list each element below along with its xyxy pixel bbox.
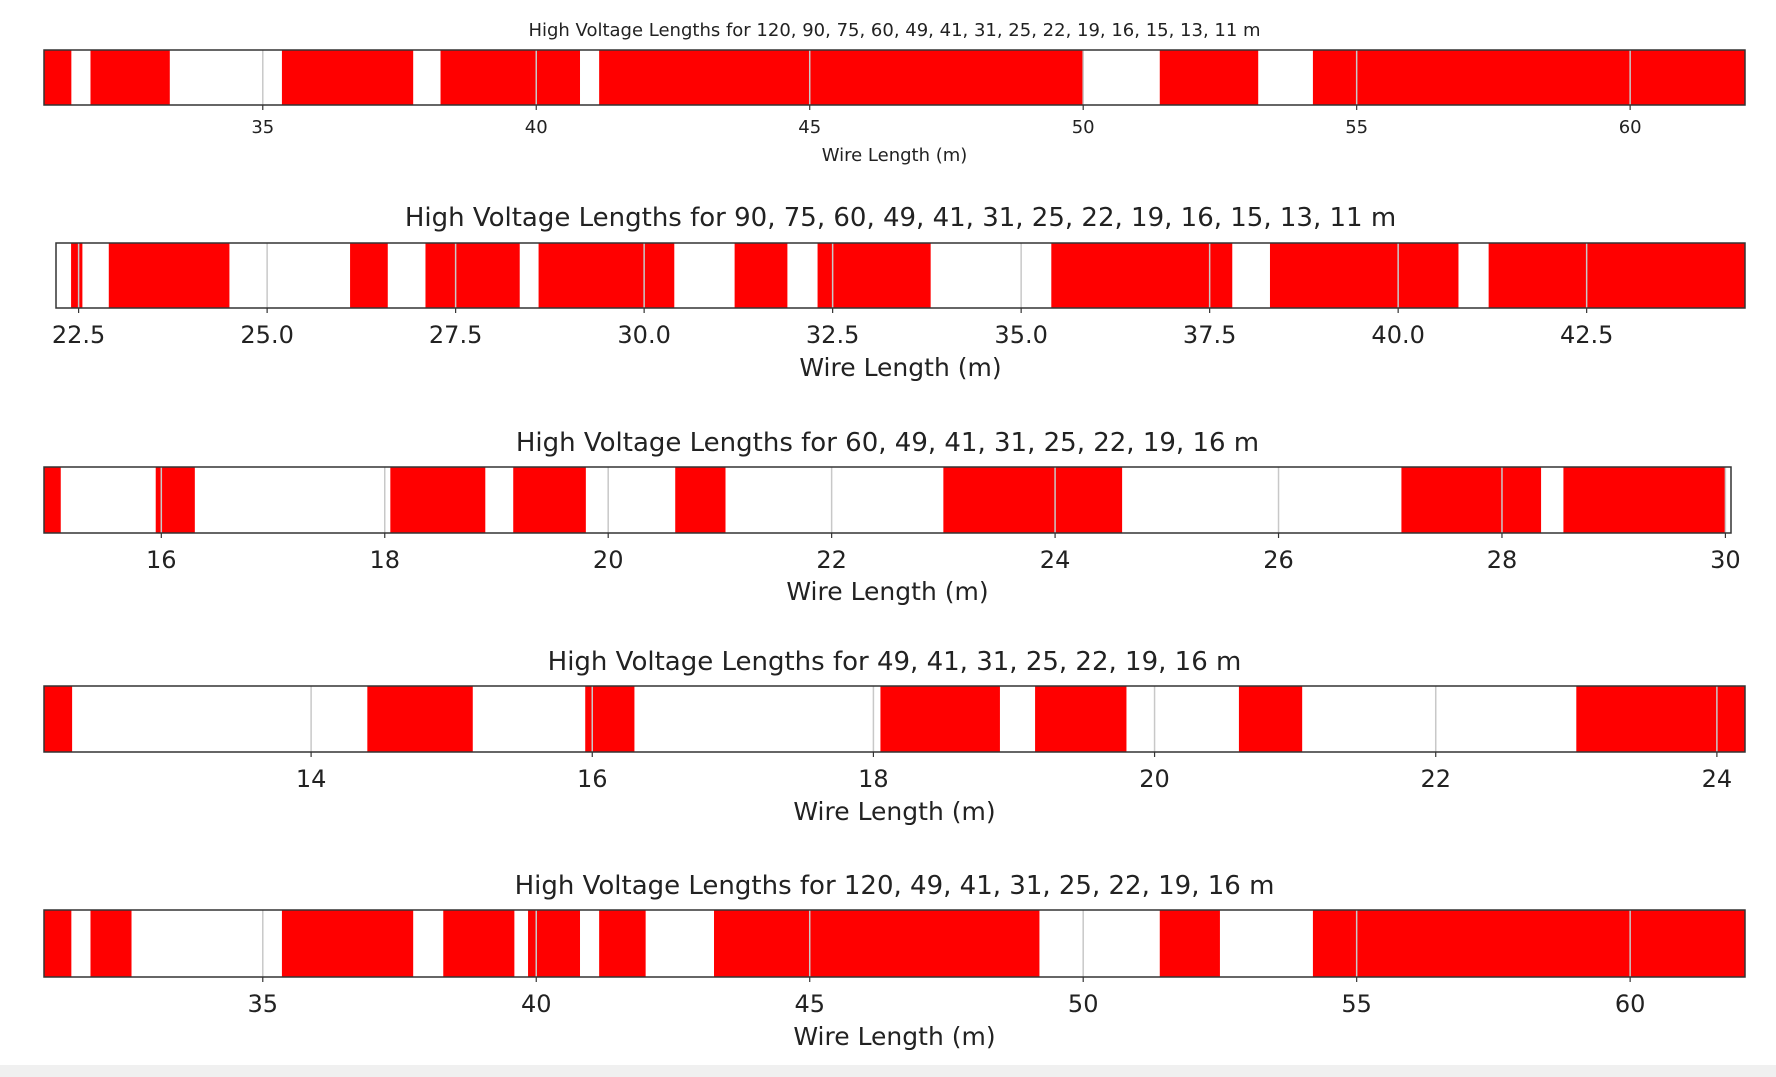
tick-label: 30.0 (617, 321, 670, 349)
tick-label: 28 (1487, 546, 1518, 574)
panel-title: High Voltage Lengths for 90, 75, 60, 49,… (405, 203, 1396, 233)
tick-label: 24 (1040, 546, 1071, 574)
tick-label: 55 (1345, 117, 1368, 138)
tick-label: 40 (521, 990, 552, 1018)
tick-label: 40 (525, 117, 548, 138)
high-voltage-band (44, 686, 73, 752)
high-voltage-band (108, 243, 230, 308)
high-voltage-band (675, 467, 726, 533)
high-voltage-band (817, 243, 931, 308)
high-voltage-band (1159, 50, 1259, 105)
high-voltage-band (538, 243, 675, 308)
tick-label: 50 (1068, 990, 1099, 1018)
tick-label: 32.5 (806, 321, 859, 349)
tick-label: 37.5 (1183, 321, 1236, 349)
high-voltage-band (1159, 910, 1220, 977)
high-voltage-band (599, 50, 1084, 105)
high-voltage-band (425, 243, 520, 308)
high-voltage-band (1576, 686, 1745, 752)
high-voltage-band (443, 910, 515, 977)
high-voltage-band (90, 910, 132, 977)
high-voltage-band (155, 467, 195, 533)
high-voltage-band (1269, 243, 1459, 308)
high-voltage-band (714, 910, 1040, 977)
axes-frame (43, 49, 1746, 106)
x-axis-label: Wire Length (m) (793, 797, 995, 826)
axes-frame (43, 466, 1732, 534)
high-voltage-band (1035, 686, 1127, 752)
high-voltage-band (44, 50, 72, 105)
tick-label: 42.5 (1560, 321, 1613, 349)
tick-label: 60 (1615, 990, 1646, 1018)
tick-label: 45 (798, 117, 821, 138)
high-voltage-band (585, 686, 635, 752)
panel-4: High Voltage Lengths for 49, 41, 31, 25,… (43, 647, 1746, 826)
high-voltage-band (281, 910, 414, 977)
high-voltage-band (513, 467, 586, 533)
tick-label: 20 (1139, 765, 1170, 793)
tick-label: 18 (858, 765, 889, 793)
tick-label: 55 (1341, 990, 1372, 1018)
panel-3: High Voltage Lengths for 60, 49, 41, 31,… (43, 428, 1741, 606)
tick-label: 24 (1702, 765, 1733, 793)
tick-label: 45 (794, 990, 825, 1018)
high-voltage-band (1312, 50, 1745, 105)
tick-label: 16 (146, 546, 177, 574)
bottom-strip (0, 1065, 1776, 1077)
high-voltage-band (599, 910, 646, 977)
panel-title: High Voltage Lengths for 120, 49, 41, 31… (515, 871, 1275, 901)
x-axis-label: Wire Length (m) (822, 145, 968, 166)
axes-frame (43, 685, 1746, 753)
high-voltage-band (350, 243, 388, 308)
high-voltage-band (71, 243, 83, 308)
panel-title: High Voltage Lengths for 60, 49, 41, 31,… (516, 428, 1259, 458)
panel-2: High Voltage Lengths for 90, 75, 60, 49,… (52, 203, 1746, 382)
high-voltage-band (44, 910, 72, 977)
high-voltage-band (1401, 467, 1542, 533)
x-axis-label: Wire Length (m) (786, 577, 988, 606)
high-voltage-band (390, 467, 486, 533)
high-voltage-band (281, 50, 414, 105)
panel-1: High Voltage Lengths for 120, 90, 75, 60… (43, 20, 1746, 166)
high-voltage-band (90, 50, 170, 105)
tick-label: 35 (251, 117, 274, 138)
tick-label: 14 (296, 765, 327, 793)
high-voltage-band (943, 467, 1123, 533)
tick-label: 20 (593, 546, 624, 574)
high-voltage-band (1238, 686, 1303, 752)
panel-title: High Voltage Lengths for 120, 90, 75, 60… (528, 20, 1260, 41)
panel-title: High Voltage Lengths for 49, 41, 31, 25,… (548, 647, 1242, 677)
high-voltage-band (1051, 243, 1233, 308)
tick-label: 18 (369, 546, 400, 574)
tick-label: 25.0 (240, 321, 293, 349)
tick-label: 26 (1263, 546, 1294, 574)
tick-label: 22 (816, 546, 847, 574)
tick-label: 22 (1420, 765, 1451, 793)
tick-label: 35 (248, 990, 279, 1018)
high-voltage-band (1563, 467, 1726, 533)
tick-label: 35.0 (994, 321, 1047, 349)
high-voltage-band (44, 467, 61, 533)
tick-label: 16 (577, 765, 608, 793)
axes-frame (43, 909, 1746, 978)
high-voltage-band (367, 686, 473, 752)
high-voltage-band (1488, 243, 1745, 308)
high-voltage-band (440, 50, 581, 105)
tick-label: 40.0 (1371, 321, 1424, 349)
high-voltage-band (1312, 910, 1745, 977)
high-voltage-band (880, 686, 1000, 752)
panel-5: High Voltage Lengths for 120, 49, 41, 31… (43, 871, 1746, 1051)
tick-label: 30 (1710, 546, 1741, 574)
tick-label: 60 (1619, 117, 1642, 138)
tick-label: 22.5 (52, 321, 105, 349)
x-axis-label: Wire Length (m) (793, 1022, 995, 1051)
high-voltage-band (734, 243, 788, 308)
tick-label: 50 (1072, 117, 1095, 138)
axes-frame (55, 242, 1746, 309)
x-axis-label: Wire Length (m) (799, 353, 1001, 382)
tick-label: 27.5 (429, 321, 482, 349)
